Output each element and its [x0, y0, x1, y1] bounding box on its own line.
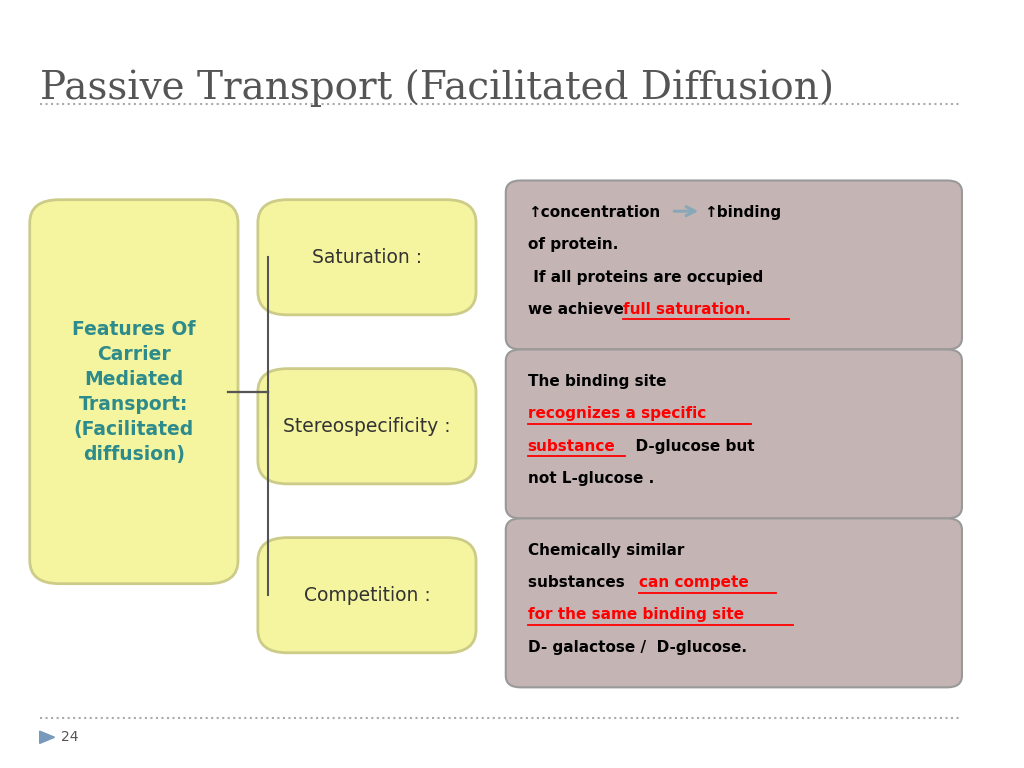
Text: can compete: can compete	[639, 575, 749, 591]
Text: If all proteins are occupied: If all proteins are occupied	[527, 270, 763, 285]
Polygon shape	[40, 731, 54, 743]
Text: we achieve: we achieve	[527, 302, 629, 317]
Text: recognizes a specific: recognizes a specific	[527, 406, 706, 422]
Text: 24: 24	[61, 730, 79, 744]
FancyBboxPatch shape	[258, 538, 476, 653]
Text: of protein.: of protein.	[527, 237, 617, 253]
Text: The binding site: The binding site	[527, 374, 666, 389]
FancyBboxPatch shape	[30, 200, 238, 584]
Text: full saturation.: full saturation.	[623, 302, 751, 317]
FancyBboxPatch shape	[506, 349, 962, 518]
FancyBboxPatch shape	[258, 200, 476, 315]
Text: ↑concentration: ↑concentration	[527, 205, 659, 220]
Text: ↑binding: ↑binding	[705, 205, 781, 220]
Text: Features Of
Carrier
Mediated
Transport:
(Facilitated
diffusion): Features Of Carrier Mediated Transport: …	[72, 319, 196, 464]
Text: Passive Transport (Facilitated Diffusion): Passive Transport (Facilitated Diffusion…	[40, 69, 834, 107]
Text: Competition :: Competition :	[303, 586, 430, 604]
Text: D- galactose /  D-glucose.: D- galactose / D-glucose.	[527, 640, 746, 655]
Text: Saturation :: Saturation :	[312, 248, 422, 266]
FancyBboxPatch shape	[506, 180, 962, 349]
Text: Stereospecificity :: Stereospecificity :	[283, 417, 451, 435]
Text: not L-glucose .: not L-glucose .	[527, 471, 654, 486]
Text: substances: substances	[527, 575, 630, 591]
Text: D-glucose but: D-glucose but	[625, 439, 755, 454]
Text: Chemically similar: Chemically similar	[527, 543, 684, 558]
FancyBboxPatch shape	[506, 518, 962, 687]
Text: for the same binding site: for the same binding site	[527, 607, 743, 623]
FancyBboxPatch shape	[258, 369, 476, 484]
Text: substance: substance	[527, 439, 615, 454]
